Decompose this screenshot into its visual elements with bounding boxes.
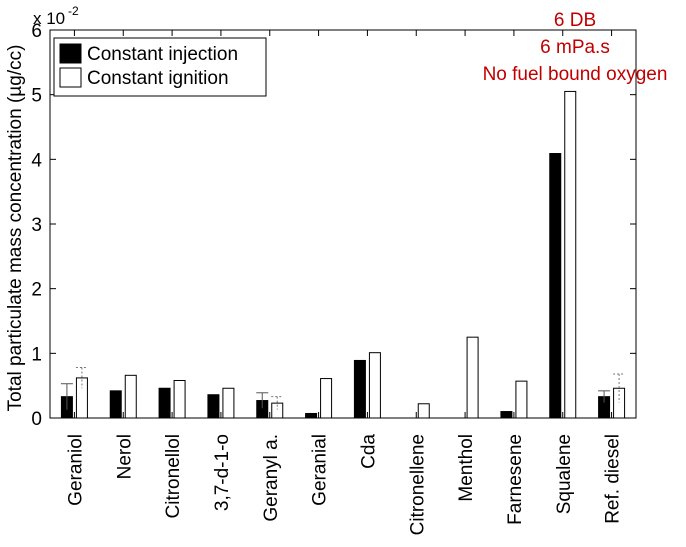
x-tick-label: Geranial xyxy=(310,434,331,506)
x-tick-label: Farnesene xyxy=(505,434,526,525)
bar-constant-injection xyxy=(109,390,122,419)
bar-constant-ignition xyxy=(564,90,577,419)
annotation: 6 DB 6 mPa.s No fuel bound oxygen xyxy=(483,10,668,85)
legend-swatch-constant-ignition xyxy=(59,67,82,88)
bar-constant-ignition xyxy=(222,387,235,419)
bar-constant-ignition xyxy=(173,379,186,419)
plot-area: 0 1 2 3 4 5 6 Geraniol Nerol Citronellol 3,7-d-1-o… xyxy=(31,21,637,535)
bar-constant-ignition xyxy=(320,378,333,419)
y-tick-label: 2 xyxy=(31,280,42,301)
bar-constant-injection xyxy=(500,411,513,419)
annotation-line-3: No fuel bound oxygen xyxy=(483,64,668,85)
bar-constant-injection xyxy=(207,394,220,419)
x-tick-label: Geranyl a. xyxy=(261,434,282,522)
y-tick-label: 6 xyxy=(31,21,42,42)
y-axis-label: Total particulate mass concentration (µg… xyxy=(5,45,26,412)
x-tick-label: Citronellol xyxy=(163,434,184,518)
annotation-line-2: 6 mPa.s xyxy=(540,37,610,58)
x-tick-label: 3,7-d-1-o xyxy=(212,434,233,511)
x-tick-label: Squalene xyxy=(554,434,575,514)
bar-constant-ignition xyxy=(417,403,430,419)
x-tick-label: Ref. diesel xyxy=(603,434,624,524)
bar-constant-injection xyxy=(158,387,171,419)
x-tick-label: Menthol xyxy=(456,434,477,502)
y-tick-label: 3 xyxy=(31,215,42,236)
annotation-line-1: 6 DB xyxy=(554,10,596,31)
bar-constant-ignition xyxy=(271,402,284,419)
bar-constant-injection xyxy=(549,153,562,419)
legend-swatch-constant-injection xyxy=(59,43,82,64)
x-tick-label: Geraniol xyxy=(65,434,86,506)
legend-label-constant-injection: Constant injection xyxy=(87,44,238,65)
bar-constant-ignition xyxy=(124,374,137,419)
legend-box xyxy=(53,37,267,97)
y-exponent: -2 xyxy=(68,4,79,18)
bar-constant-ignition xyxy=(515,380,528,419)
bar-constant-injection xyxy=(305,412,318,419)
y-tick-label: 4 xyxy=(31,150,42,171)
y-multiplier: x 10 xyxy=(33,9,65,28)
x-tick-label: Cda xyxy=(358,434,379,469)
bar-constant-injection xyxy=(353,359,366,419)
y-tick-label: 1 xyxy=(31,344,42,365)
legend: Constant injection Constant ignition xyxy=(53,37,267,97)
bar-constant-ignition xyxy=(613,387,626,419)
bar-constant-ignition xyxy=(368,352,381,419)
x-tick-label: Citronellene xyxy=(407,434,428,535)
y-tick-label: 0 xyxy=(31,409,42,430)
x-tick-label: Nerol xyxy=(114,434,135,479)
legend-label-constant-ignition: Constant ignition xyxy=(87,68,229,89)
bar-constant-ignition xyxy=(466,336,479,419)
y-tick-label: 5 xyxy=(31,86,42,107)
bar-constant-ignition xyxy=(75,377,88,419)
